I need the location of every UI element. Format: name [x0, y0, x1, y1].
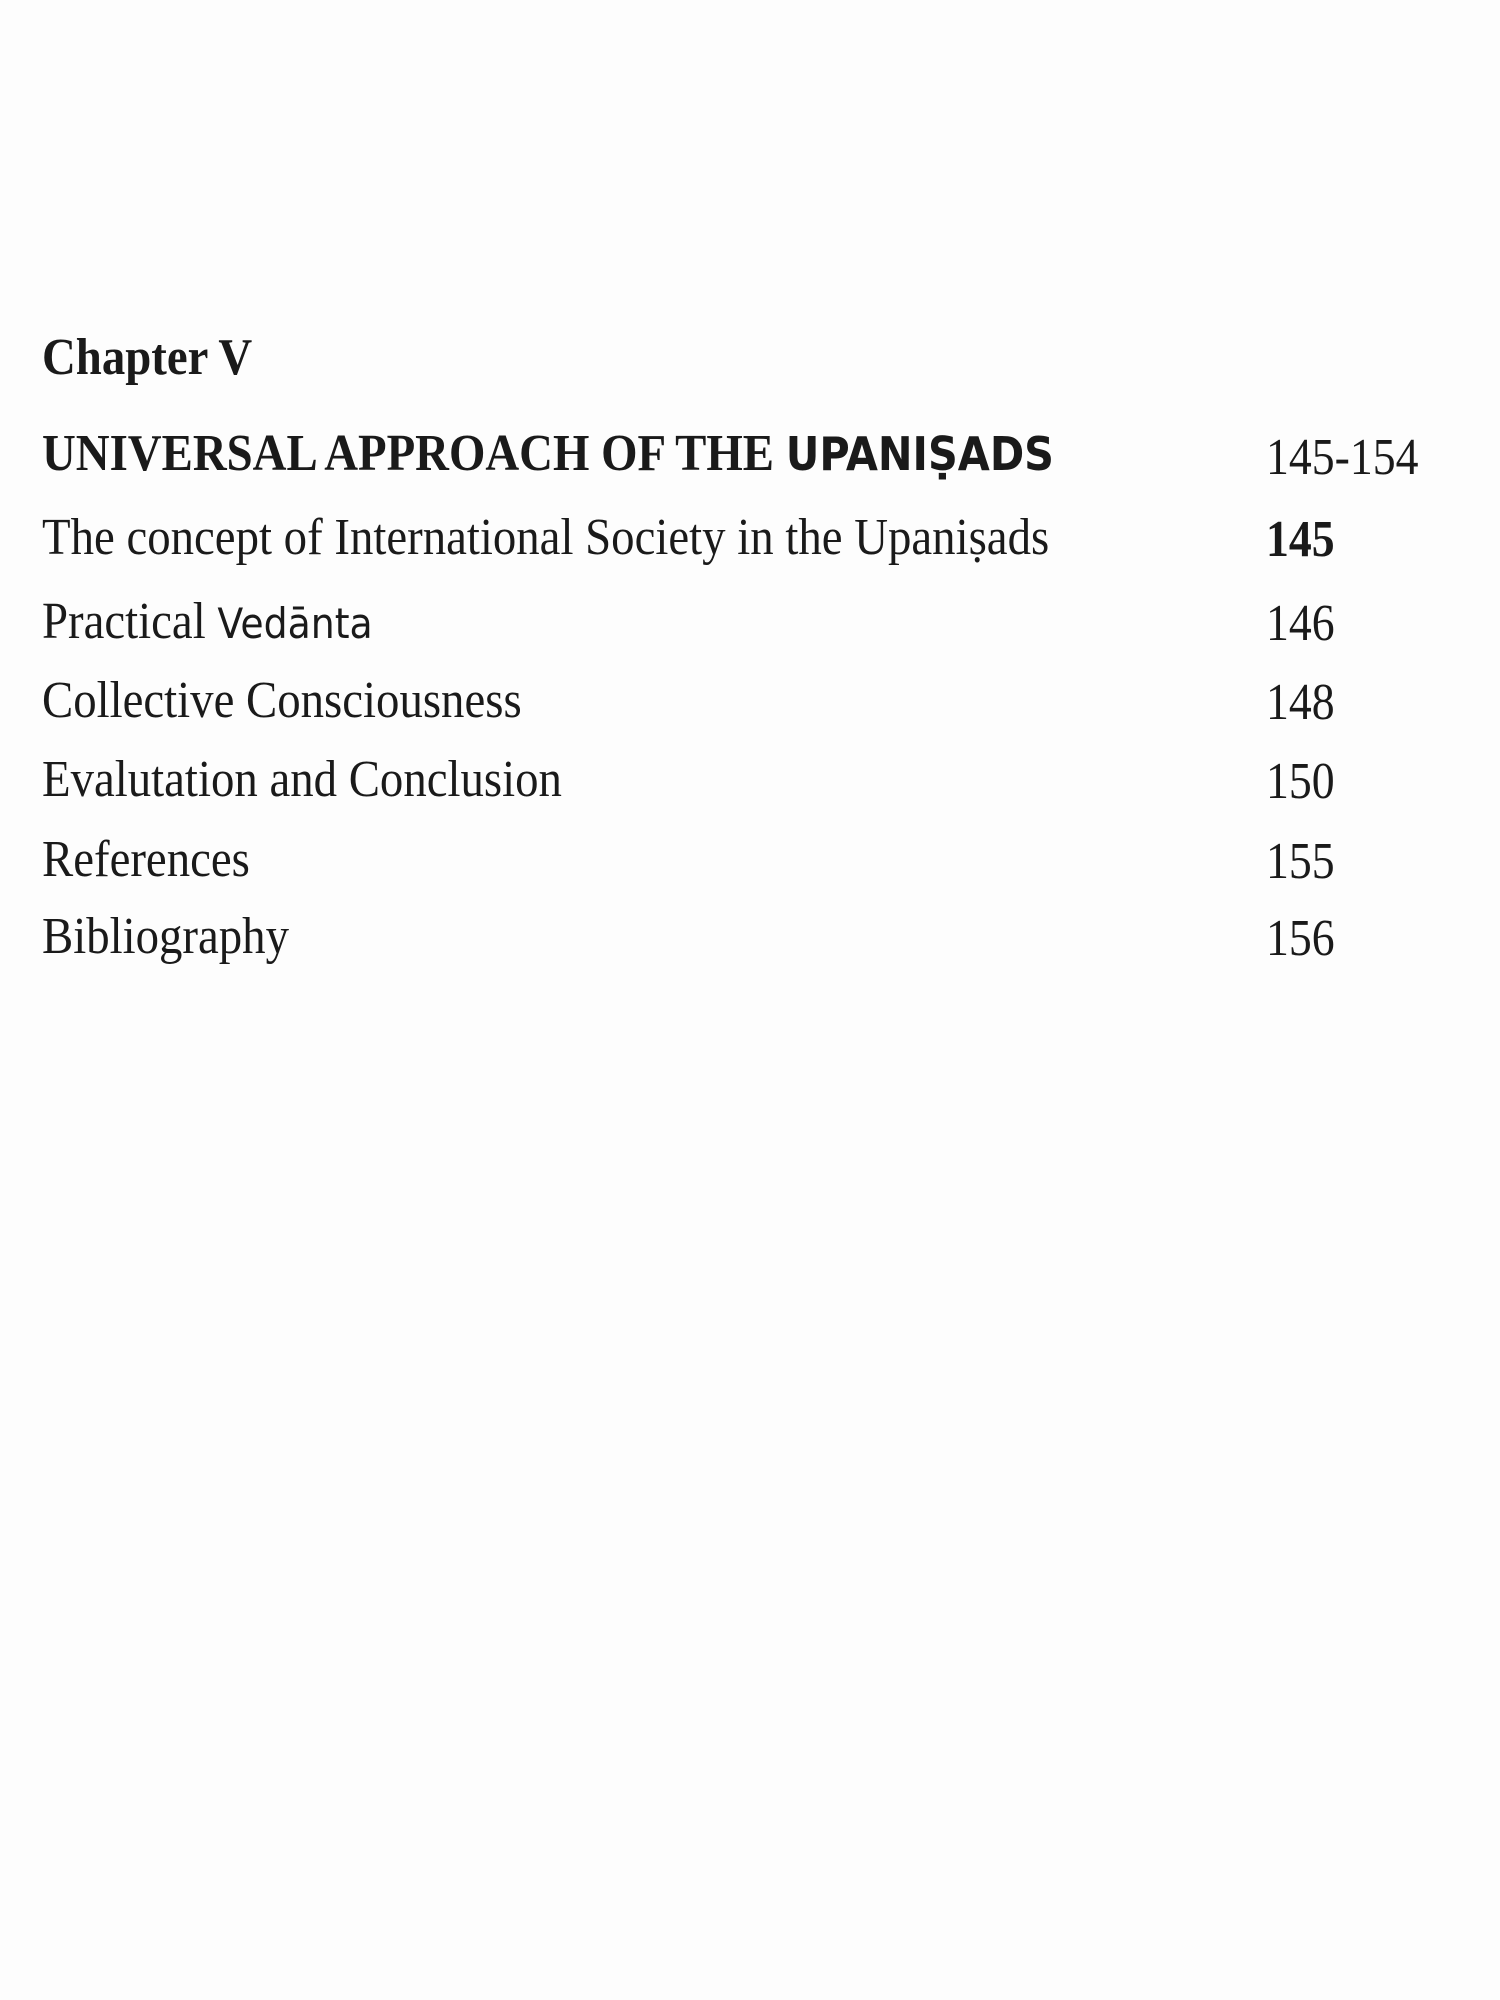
chapter-title-emph: UPANIṢADS [785, 427, 1055, 481]
toc-entry: Evalutation and Conclusion [42, 751, 562, 808]
toc-entry: Bibliography [42, 908, 289, 965]
chapter-title: UNIVERSAL APPROACH OF THE UPANIṢADS [42, 428, 1166, 480]
chapter-pages: 145-154 [1266, 429, 1419, 486]
toc-entry: Collective Consciousness [42, 672, 522, 729]
chapter-label: Chapter V [42, 329, 253, 386]
chapter-title-main: UNIVERSAL APPROACH OF THE [42, 425, 786, 482]
toc-page: 150 [1266, 753, 1335, 810]
toc-page: 155 [1266, 833, 1335, 890]
toc-page: 145 [1266, 511, 1335, 568]
toc-page: 146 [1266, 595, 1335, 652]
toc-page: 148 [1266, 674, 1335, 731]
toc-entry: References [42, 831, 250, 888]
toc-entry: The concept of International Society in … [42, 509, 1050, 566]
toc-entry: Practical Vedānta [42, 593, 373, 650]
toc-page: 156 [1266, 910, 1335, 967]
